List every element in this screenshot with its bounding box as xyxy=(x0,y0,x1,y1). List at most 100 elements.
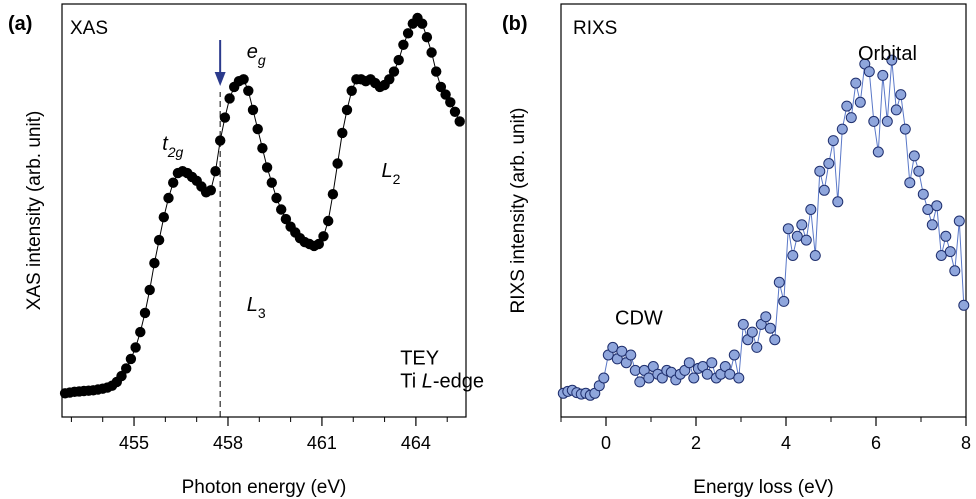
data-point xyxy=(280,213,292,225)
data-point xyxy=(877,69,889,81)
data-point xyxy=(402,28,414,39)
data-point xyxy=(449,106,461,118)
data-point xyxy=(153,234,165,246)
data-point xyxy=(868,115,880,127)
data-point xyxy=(832,196,844,208)
data-point xyxy=(773,276,785,288)
data-point xyxy=(814,165,826,177)
data-point xyxy=(135,326,146,338)
data-point xyxy=(398,39,409,50)
x-tick-label: 461 xyxy=(307,433,337,453)
y-axis-label: XAS intensity (arb. unit) xyxy=(24,111,45,311)
annotation: L3 xyxy=(247,294,266,321)
data-point xyxy=(276,204,287,215)
data-point xyxy=(435,81,447,93)
data-point xyxy=(827,135,839,147)
data-point xyxy=(688,372,700,384)
annotation: t2g xyxy=(162,133,183,160)
data-point xyxy=(913,165,925,177)
annotation: TEY xyxy=(400,348,439,370)
data-point xyxy=(922,204,934,215)
data-point xyxy=(346,85,357,97)
data-point xyxy=(205,185,216,196)
data-point xyxy=(796,219,808,231)
data-point xyxy=(313,238,324,250)
annotation: CDW xyxy=(615,307,663,329)
data-point xyxy=(737,318,749,330)
data-point xyxy=(634,376,646,388)
panel-title: XAS xyxy=(70,18,108,39)
data-point xyxy=(958,299,970,311)
x-tick-label: 458 xyxy=(213,433,243,453)
annotation: L2 xyxy=(381,160,400,187)
data-point xyxy=(121,363,132,374)
x-tick-label: 2 xyxy=(691,433,701,453)
data-point xyxy=(116,370,127,382)
y-axis-label: RIXS intensity (arb. unit) xyxy=(508,108,529,314)
data-point xyxy=(426,47,437,58)
data-point xyxy=(257,143,268,154)
data-point xyxy=(926,219,938,231)
data-point xyxy=(733,372,745,384)
data-point xyxy=(607,341,619,353)
data-point xyxy=(219,112,231,123)
data-point xyxy=(895,89,907,101)
data-point xyxy=(890,104,902,116)
data-point xyxy=(953,215,965,227)
panel-tag: (a) xyxy=(8,13,32,35)
x-tick-label: 455 xyxy=(119,433,149,453)
data-point xyxy=(706,357,718,369)
x-axis-label: Photon energy (eV) xyxy=(182,477,347,498)
arrow-down-icon xyxy=(214,72,226,86)
data-point xyxy=(332,158,343,169)
data-point xyxy=(872,146,884,158)
data-point xyxy=(139,307,151,319)
annotation: Ti L-edge xyxy=(400,371,484,393)
data-point xyxy=(210,166,221,177)
data-point xyxy=(616,345,628,357)
series-line xyxy=(563,60,965,396)
data-point xyxy=(791,230,803,242)
data-point xyxy=(125,353,137,365)
x-tick-label: 4 xyxy=(781,433,791,453)
data-point xyxy=(318,231,329,242)
data-point xyxy=(421,32,433,43)
data-point xyxy=(393,54,404,66)
data-point xyxy=(823,158,835,169)
data-point xyxy=(944,246,956,258)
data-point xyxy=(598,372,610,384)
data-point xyxy=(224,93,235,104)
x-tick-label: 464 xyxy=(401,433,431,453)
data-point xyxy=(764,322,776,334)
data-point xyxy=(384,74,395,85)
data-point xyxy=(724,368,736,380)
data-point xyxy=(158,212,169,223)
x-tick-label: 6 xyxy=(871,433,881,453)
data-point xyxy=(917,188,929,200)
data-point xyxy=(841,100,853,112)
data-point xyxy=(760,311,772,323)
data-point xyxy=(327,189,339,200)
data-point xyxy=(940,230,952,242)
data-point xyxy=(701,368,713,380)
data-point xyxy=(431,66,442,77)
data-point xyxy=(388,66,400,77)
data-point xyxy=(899,123,911,135)
data-point xyxy=(144,284,155,296)
data-point xyxy=(818,184,830,196)
data-point xyxy=(683,357,695,369)
data-point xyxy=(787,250,799,261)
data-point xyxy=(949,265,961,277)
data-point xyxy=(800,234,812,246)
x-axis-label: Energy loss (eV) xyxy=(693,477,833,498)
data-point xyxy=(168,177,179,188)
data-point xyxy=(935,250,947,261)
panel-a-xas: 455 458 461 464 Photon energy (eV) XAS intens… xyxy=(8,3,484,498)
data-point xyxy=(751,341,763,353)
data-point xyxy=(215,135,226,146)
data-point xyxy=(417,18,428,29)
data-point xyxy=(904,177,916,189)
data-point xyxy=(440,89,451,100)
data-point xyxy=(323,215,334,227)
